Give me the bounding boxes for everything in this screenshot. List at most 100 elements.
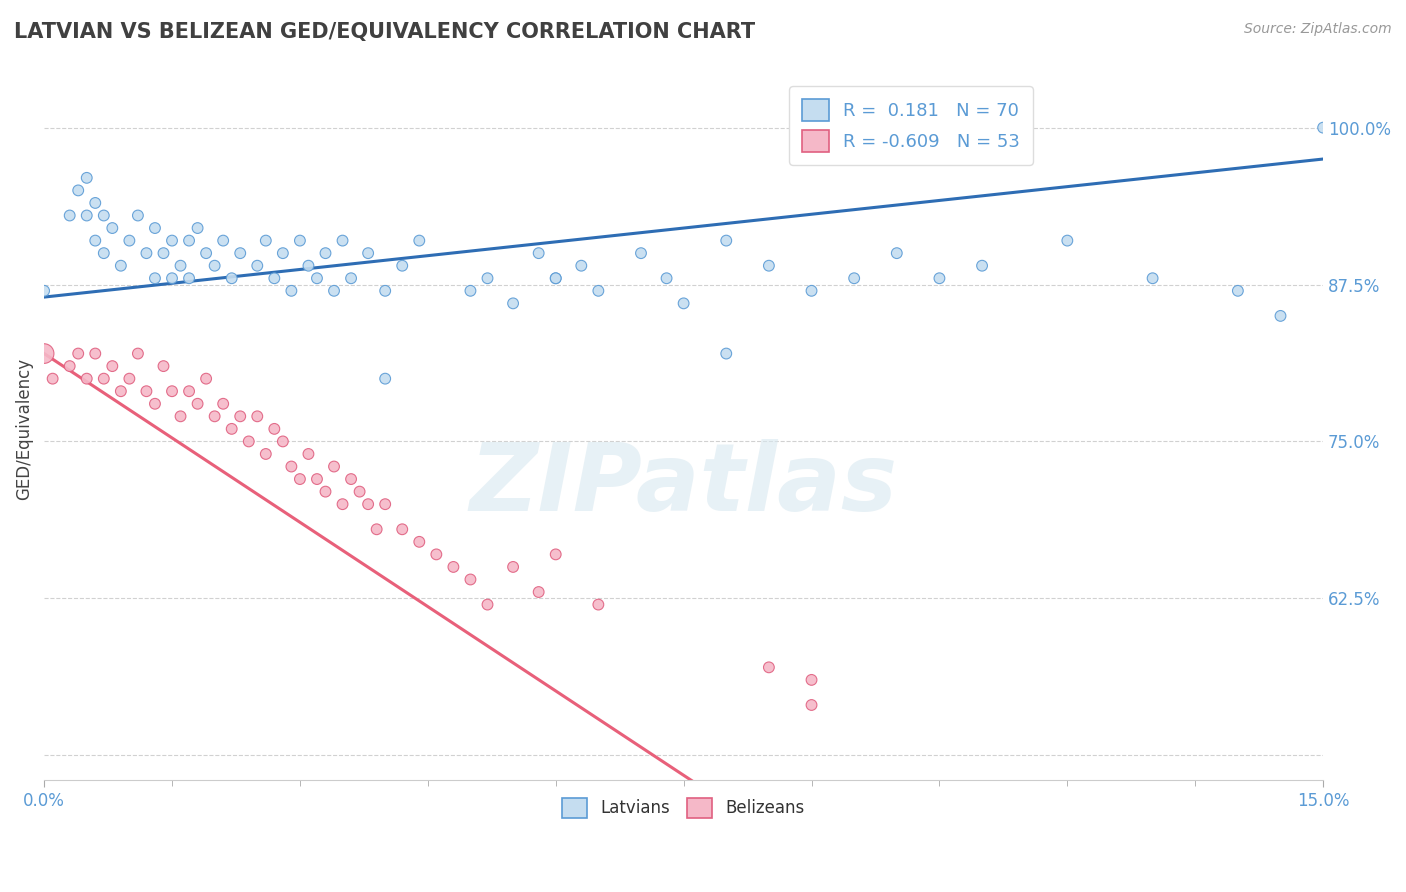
Point: [195, 246, 218, 260]
Text: ZIPatlas: ZIPatlas: [470, 439, 897, 531]
Point: [263, 271, 285, 285]
Point: [323, 284, 346, 298]
Point: [177, 234, 200, 248]
Point: [374, 497, 396, 511]
Point: [800, 698, 823, 712]
Point: [169, 409, 191, 424]
Point: [297, 259, 319, 273]
Point: [332, 497, 354, 511]
Point: [271, 246, 294, 260]
Point: [212, 234, 235, 248]
Point: [160, 271, 183, 285]
Point: [1056, 234, 1078, 248]
Point: [41, 372, 63, 386]
Point: [59, 209, 82, 223]
Point: [118, 372, 141, 386]
Point: [315, 246, 337, 260]
Point: [195, 372, 218, 386]
Point: [630, 246, 652, 260]
Point: [886, 246, 908, 260]
Point: [460, 284, 482, 298]
Point: [970, 259, 993, 273]
Point: [800, 284, 823, 298]
Point: [280, 459, 302, 474]
Point: [135, 246, 157, 260]
Point: [357, 497, 380, 511]
Point: [408, 234, 430, 248]
Point: [246, 409, 269, 424]
Point: [93, 209, 115, 223]
Point: [110, 384, 132, 399]
Point: [93, 246, 115, 260]
Point: [187, 221, 209, 235]
Point: [143, 397, 166, 411]
Point: [204, 259, 226, 273]
Point: [127, 346, 149, 360]
Point: [221, 271, 243, 285]
Point: [238, 434, 260, 449]
Point: [84, 196, 107, 211]
Point: [844, 271, 866, 285]
Legend: Latvians, Belizeans: Latvians, Belizeans: [555, 791, 811, 825]
Point: [76, 209, 98, 223]
Point: [229, 409, 252, 424]
Point: [408, 534, 430, 549]
Point: [1312, 120, 1334, 135]
Point: [588, 284, 610, 298]
Point: [716, 346, 738, 360]
Point: [101, 221, 124, 235]
Point: [305, 271, 328, 285]
Point: [374, 372, 396, 386]
Point: [93, 372, 115, 386]
Point: [152, 246, 174, 260]
Point: [177, 271, 200, 285]
Point: [332, 234, 354, 248]
Point: [110, 259, 132, 273]
Point: [357, 246, 380, 260]
Point: [374, 284, 396, 298]
Point: [67, 183, 90, 197]
Point: [340, 472, 363, 486]
Point: [101, 359, 124, 373]
Point: [569, 259, 592, 273]
Point: [187, 397, 209, 411]
Point: [716, 234, 738, 248]
Point: [229, 246, 252, 260]
Point: [544, 271, 567, 285]
Point: [143, 271, 166, 285]
Point: [477, 271, 499, 285]
Point: [221, 422, 243, 436]
Point: [1142, 271, 1164, 285]
Point: [288, 472, 311, 486]
Point: [544, 271, 567, 285]
Point: [391, 522, 413, 536]
Point: [160, 384, 183, 399]
Point: [477, 598, 499, 612]
Point: [305, 472, 328, 486]
Point: [152, 359, 174, 373]
Point: [340, 271, 363, 285]
Point: [254, 447, 277, 461]
Text: LATVIAN VS BELIZEAN GED/EQUIVALENCY CORRELATION CHART: LATVIAN VS BELIZEAN GED/EQUIVALENCY CORR…: [14, 22, 755, 42]
Point: [588, 598, 610, 612]
Point: [425, 548, 447, 562]
Point: [527, 246, 550, 260]
Point: [297, 447, 319, 461]
Point: [323, 459, 346, 474]
Point: [672, 296, 695, 310]
Point: [502, 560, 524, 574]
Point: [59, 359, 82, 373]
Point: [460, 573, 482, 587]
Point: [502, 296, 524, 310]
Y-axis label: GED/Equivalency: GED/Equivalency: [15, 358, 32, 500]
Point: [212, 397, 235, 411]
Point: [544, 548, 567, 562]
Text: Source: ZipAtlas.com: Source: ZipAtlas.com: [1244, 22, 1392, 37]
Point: [32, 284, 55, 298]
Point: [135, 384, 157, 399]
Point: [928, 271, 950, 285]
Point: [76, 372, 98, 386]
Point: [280, 284, 302, 298]
Point: [527, 585, 550, 599]
Point: [441, 560, 464, 574]
